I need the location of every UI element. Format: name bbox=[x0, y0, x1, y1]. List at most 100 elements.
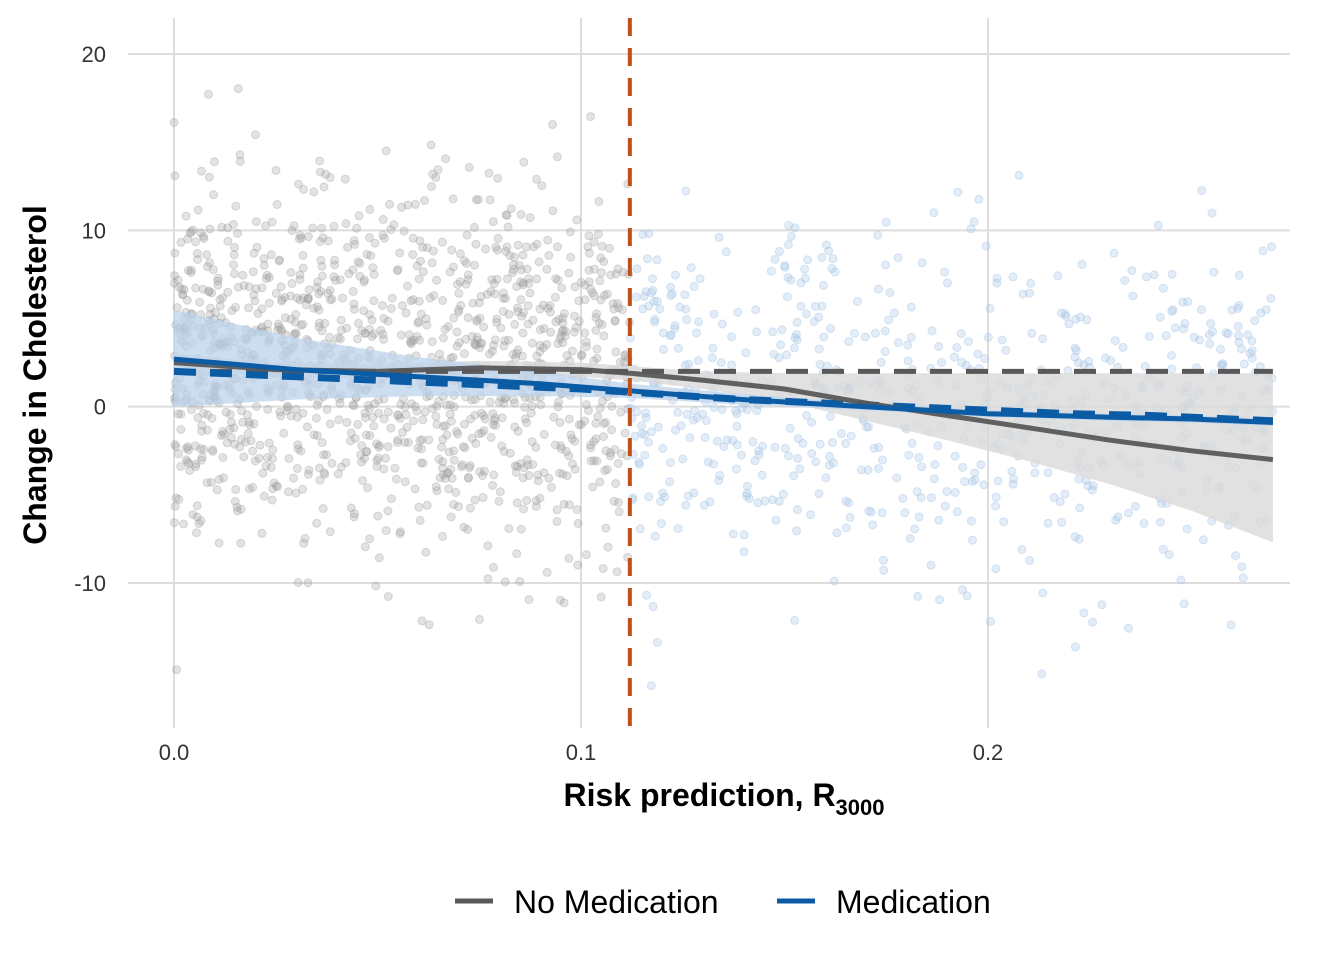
point-no-medication bbox=[259, 491, 269, 501]
point-no-medication bbox=[181, 211, 191, 221]
point-no-medication bbox=[276, 411, 286, 421]
point-medication bbox=[830, 267, 840, 277]
point-no-medication bbox=[509, 260, 518, 270]
point-no-medication bbox=[516, 277, 526, 287]
point-no-medication bbox=[510, 422, 520, 432]
point-medication bbox=[736, 450, 746, 460]
point-no-medication bbox=[553, 275, 563, 285]
point-no-medication bbox=[611, 269, 621, 279]
point-no-medication bbox=[196, 455, 206, 465]
point-no-medication bbox=[369, 296, 379, 306]
point-medication bbox=[868, 520, 878, 530]
point-no-medication bbox=[267, 217, 277, 227]
point-no-medication bbox=[314, 305, 324, 315]
point-no-medication bbox=[516, 459, 525, 469]
point-medication bbox=[841, 439, 851, 448]
point-medication bbox=[807, 417, 816, 427]
point-no-medication bbox=[291, 329, 301, 339]
point-medication bbox=[635, 459, 644, 469]
point-no-medication bbox=[475, 339, 485, 348]
point-no-medication bbox=[416, 309, 426, 319]
point-medication bbox=[827, 264, 837, 274]
point-medication bbox=[997, 335, 1007, 345]
point-no-medication bbox=[279, 428, 289, 438]
point-no-medication bbox=[605, 448, 615, 458]
point-no-medication bbox=[218, 293, 228, 303]
point-no-medication bbox=[417, 435, 427, 445]
point-medication bbox=[1204, 330, 1214, 340]
point-no-medication bbox=[584, 265, 594, 275]
point-medication bbox=[825, 451, 835, 461]
point-medication bbox=[1109, 248, 1119, 258]
point-no-medication bbox=[591, 418, 601, 428]
point-no-medication bbox=[263, 319, 273, 329]
point-no-medication bbox=[186, 268, 196, 277]
point-no-medication bbox=[349, 401, 359, 411]
point-no-medication bbox=[500, 336, 510, 346]
point-no-medication bbox=[460, 443, 470, 453]
point-no-medication bbox=[302, 422, 312, 432]
point-no-medication bbox=[518, 280, 528, 290]
y-tick-label: 0 bbox=[94, 395, 106, 420]
point-no-medication bbox=[595, 276, 605, 286]
point-no-medication bbox=[588, 482, 598, 492]
point-no-medication bbox=[416, 444, 426, 454]
point-no-medication bbox=[535, 340, 545, 350]
point-no-medication bbox=[361, 430, 371, 440]
point-no-medication bbox=[587, 288, 597, 298]
point-medication bbox=[768, 495, 778, 505]
point-medication bbox=[728, 436, 738, 445]
point-no-medication bbox=[331, 275, 340, 285]
x-tick-label: 0.0 bbox=[159, 740, 190, 765]
point-medication bbox=[829, 576, 839, 586]
point-no-medication bbox=[381, 146, 391, 156]
point-no-medication bbox=[365, 404, 374, 414]
point-no-medication bbox=[406, 296, 416, 306]
point-no-medication bbox=[349, 236, 359, 246]
point-no-medication bbox=[342, 323, 352, 333]
point-medication bbox=[1182, 524, 1192, 534]
point-no-medication bbox=[446, 464, 456, 474]
point-no-medication bbox=[298, 250, 308, 260]
point-no-medication bbox=[525, 213, 535, 223]
point-medication bbox=[666, 330, 676, 340]
point-no-medication bbox=[501, 210, 511, 220]
point-no-medication bbox=[512, 282, 522, 292]
point-no-medication bbox=[420, 407, 430, 417]
point-no-medication bbox=[191, 237, 201, 247]
point-no-medication bbox=[290, 317, 300, 327]
point-medication bbox=[1079, 608, 1089, 618]
point-no-medication bbox=[435, 349, 445, 359]
point-medication bbox=[1158, 283, 1168, 293]
point-no-medication bbox=[349, 304, 359, 314]
point-medication bbox=[1053, 271, 1063, 281]
point-no-medication bbox=[320, 318, 330, 328]
point-no-medication bbox=[393, 437, 402, 447]
point-no-medication bbox=[438, 333, 448, 343]
band-medication bbox=[174, 309, 1273, 427]
point-no-medication bbox=[614, 507, 624, 517]
point-no-medication bbox=[255, 440, 265, 450]
point-medication bbox=[1118, 342, 1128, 352]
point-no-medication bbox=[379, 233, 389, 243]
point-no-medication bbox=[474, 298, 484, 308]
point-no-medication bbox=[330, 260, 339, 270]
point-medication bbox=[684, 359, 694, 369]
point-no-medication bbox=[287, 226, 297, 235]
point-no-medication bbox=[593, 412, 603, 421]
point-no-medication bbox=[275, 255, 285, 265]
point-medication bbox=[670, 321, 680, 331]
point-no-medication bbox=[181, 443, 191, 453]
point-no-medication bbox=[251, 284, 261, 294]
point-no-medication bbox=[531, 496, 541, 506]
point-no-medication bbox=[322, 404, 332, 414]
point-medication bbox=[1208, 327, 1217, 337]
point-no-medication bbox=[520, 414, 530, 424]
point-no-medication bbox=[505, 448, 515, 458]
point-medication bbox=[991, 564, 1001, 574]
point-no-medication bbox=[456, 300, 466, 310]
point-no-medication bbox=[334, 415, 344, 425]
point-medication bbox=[1141, 272, 1151, 282]
point-no-medication bbox=[527, 338, 537, 348]
point-no-medication bbox=[470, 410, 480, 420]
